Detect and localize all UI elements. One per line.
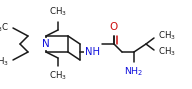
Text: N: N <box>42 39 50 49</box>
Text: CH$_3$: CH$_3$ <box>49 6 67 18</box>
Text: NH: NH <box>84 47 99 57</box>
Text: H$_3$C: H$_3$C <box>0 22 9 34</box>
Text: N: N <box>42 39 50 49</box>
Text: O: O <box>110 22 118 32</box>
Text: O: O <box>110 22 118 32</box>
Text: CH$_3$: CH$_3$ <box>158 30 176 42</box>
Text: NH$_2$: NH$_2$ <box>124 66 144 78</box>
Text: NH: NH <box>84 47 99 57</box>
Text: NH$_2$: NH$_2$ <box>124 66 144 78</box>
Text: CH$_3$: CH$_3$ <box>158 46 176 58</box>
Text: CH$_3$: CH$_3$ <box>0 56 9 68</box>
Text: CH$_3$: CH$_3$ <box>49 70 67 83</box>
